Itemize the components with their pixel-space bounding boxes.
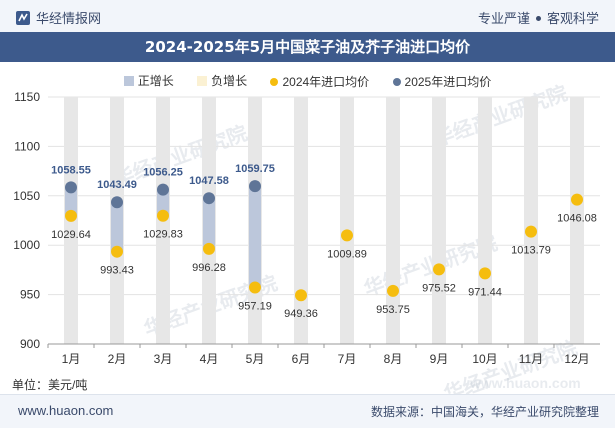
legend-item-pos: 正增长 bbox=[123, 72, 174, 89]
x-tick-label-8: 8月 bbox=[384, 352, 403, 366]
column-bg-10 bbox=[478, 97, 492, 344]
legend-swatch-neg-icon bbox=[197, 75, 208, 86]
legend-item-2024: 2024年进口均价 bbox=[270, 73, 369, 90]
point-2024-5 bbox=[249, 281, 261, 294]
point-2025-2 bbox=[111, 196, 123, 209]
label-2024-2: 993.43 bbox=[100, 265, 134, 277]
slogan: 专业严谨 客观科学 bbox=[478, 8, 599, 27]
label-2024-6: 949.36 bbox=[284, 308, 318, 320]
y-tick-label-900: 900 bbox=[20, 337, 40, 351]
x-tick-label-10: 10月 bbox=[472, 352, 497, 366]
legend-item-neg: 负增长 bbox=[197, 72, 247, 89]
slogan-left: 专业严谨 bbox=[477, 11, 530, 26]
y-tick-label-950: 950 bbox=[20, 288, 40, 302]
point-2025-4 bbox=[203, 192, 215, 205]
label-2024-3: 1029.83 bbox=[143, 229, 183, 241]
x-tick-label-9: 9月 bbox=[430, 352, 449, 366]
change-bar-1 bbox=[65, 187, 77, 216]
footer-site: www.huaon.com bbox=[18, 403, 114, 418]
point-2024-1 bbox=[65, 209, 77, 222]
chart-title: 2024-2025年5月中国菜子油及芥子油进口均价 bbox=[0, 32, 615, 62]
unit-label: 单位：美元/吨 bbox=[12, 378, 88, 392]
y-tick-label-1050: 1050 bbox=[13, 189, 40, 203]
point-2024-6 bbox=[295, 289, 307, 302]
point-2025-1 bbox=[65, 181, 77, 194]
top-bar: 华经情报网 专业严谨 客观科学 bbox=[0, 0, 615, 33]
point-2024-9 bbox=[433, 263, 445, 276]
point-2024-8 bbox=[387, 284, 399, 297]
legend-swatch-2024-icon bbox=[270, 77, 279, 86]
label-2024-1: 1029.64 bbox=[51, 229, 91, 241]
label-2024-12: 1046.08 bbox=[557, 213, 597, 225]
label-2024-8: 953.75 bbox=[376, 304, 410, 316]
column-bg-11 bbox=[524, 97, 538, 344]
chart-legend: 正增长 负增长 2024年进口均价 2025年进口均价 bbox=[0, 72, 615, 92]
column-bg-9 bbox=[432, 97, 446, 344]
label-2024-4: 996.28 bbox=[192, 262, 226, 274]
column-bg-7 bbox=[340, 97, 354, 344]
point-2024-12 bbox=[571, 193, 583, 206]
change-bar-5 bbox=[249, 186, 261, 288]
brand-name: 华经情报网 bbox=[36, 11, 102, 26]
change-bar-2 bbox=[111, 202, 123, 252]
x-tick-label-3: 3月 bbox=[154, 352, 173, 366]
y-tick-label-1100: 1100 bbox=[14, 139, 40, 153]
label-2025-4: 1047.58 bbox=[189, 175, 229, 187]
change-bar-4 bbox=[203, 198, 215, 249]
label-2025-2: 1043.49 bbox=[97, 179, 137, 191]
x-tick-label-2: 2月 bbox=[108, 352, 127, 366]
label-2024-10: 971.44 bbox=[468, 286, 502, 298]
point-2025-5 bbox=[249, 180, 261, 193]
point-2024-11 bbox=[525, 225, 537, 238]
label-2025-5: 1059.75 bbox=[235, 163, 275, 175]
y-tick-label-1000: 1000 bbox=[13, 238, 40, 252]
point-2024-3 bbox=[157, 209, 169, 222]
x-tick-label-4: 4月 bbox=[200, 352, 219, 366]
legend-label-neg: 负增长 bbox=[211, 74, 248, 88]
legend-label-2025: 2025年进口均价 bbox=[404, 75, 492, 89]
x-tick-label-1: 1月 bbox=[62, 352, 81, 366]
point-2024-7 bbox=[341, 229, 353, 242]
column-bg-8 bbox=[386, 97, 400, 344]
legend-swatch-pos-icon bbox=[123, 75, 134, 86]
legend-item-2025: 2025年进口均价 bbox=[392, 73, 492, 90]
legend-label-2024: 2024年进口均价 bbox=[282, 75, 370, 89]
x-tick-label-12: 12月 bbox=[564, 352, 589, 366]
x-tick-label-7: 7月 bbox=[338, 352, 357, 366]
point-2024-2 bbox=[111, 245, 123, 258]
label-2024-5: 957.19 bbox=[238, 300, 272, 312]
label-2024-11: 1013.79 bbox=[511, 245, 551, 257]
legend-label-pos: 正增长 bbox=[137, 74, 174, 88]
column-bg-12 bbox=[570, 97, 584, 344]
slogan-separator-dot-icon bbox=[535, 16, 541, 22]
point-2024-10 bbox=[479, 267, 491, 280]
x-tick-label-5: 5月 bbox=[246, 352, 265, 366]
footer-bar: www.huaon.com 数据来源：中国海关，华经产业研究院整理 bbox=[0, 394, 615, 428]
change-bar-3 bbox=[157, 189, 169, 216]
point-2024-4 bbox=[203, 242, 215, 255]
brand: 华经情报网 bbox=[16, 8, 101, 27]
legend-swatch-2025-icon bbox=[392, 77, 401, 86]
label-2025-3: 1056.25 bbox=[143, 167, 183, 179]
x-tick-label-6: 6月 bbox=[292, 352, 311, 366]
y-tick-label-1150: 1150 bbox=[14, 90, 40, 104]
label-2024-9: 975.52 bbox=[422, 282, 456, 294]
brand-logo-icon bbox=[16, 10, 30, 25]
column-bg-6 bbox=[294, 97, 308, 344]
label-2024-7: 1009.89 bbox=[327, 248, 367, 260]
x-tick-label-11: 11月 bbox=[519, 352, 543, 366]
point-2025-3 bbox=[157, 183, 169, 196]
slogan-right: 客观科学 bbox=[546, 11, 599, 26]
label-2025-1: 1058.55 bbox=[51, 164, 91, 176]
footer-source: 数据来源：中国海关，华经产业研究院整理 bbox=[370, 405, 599, 419]
